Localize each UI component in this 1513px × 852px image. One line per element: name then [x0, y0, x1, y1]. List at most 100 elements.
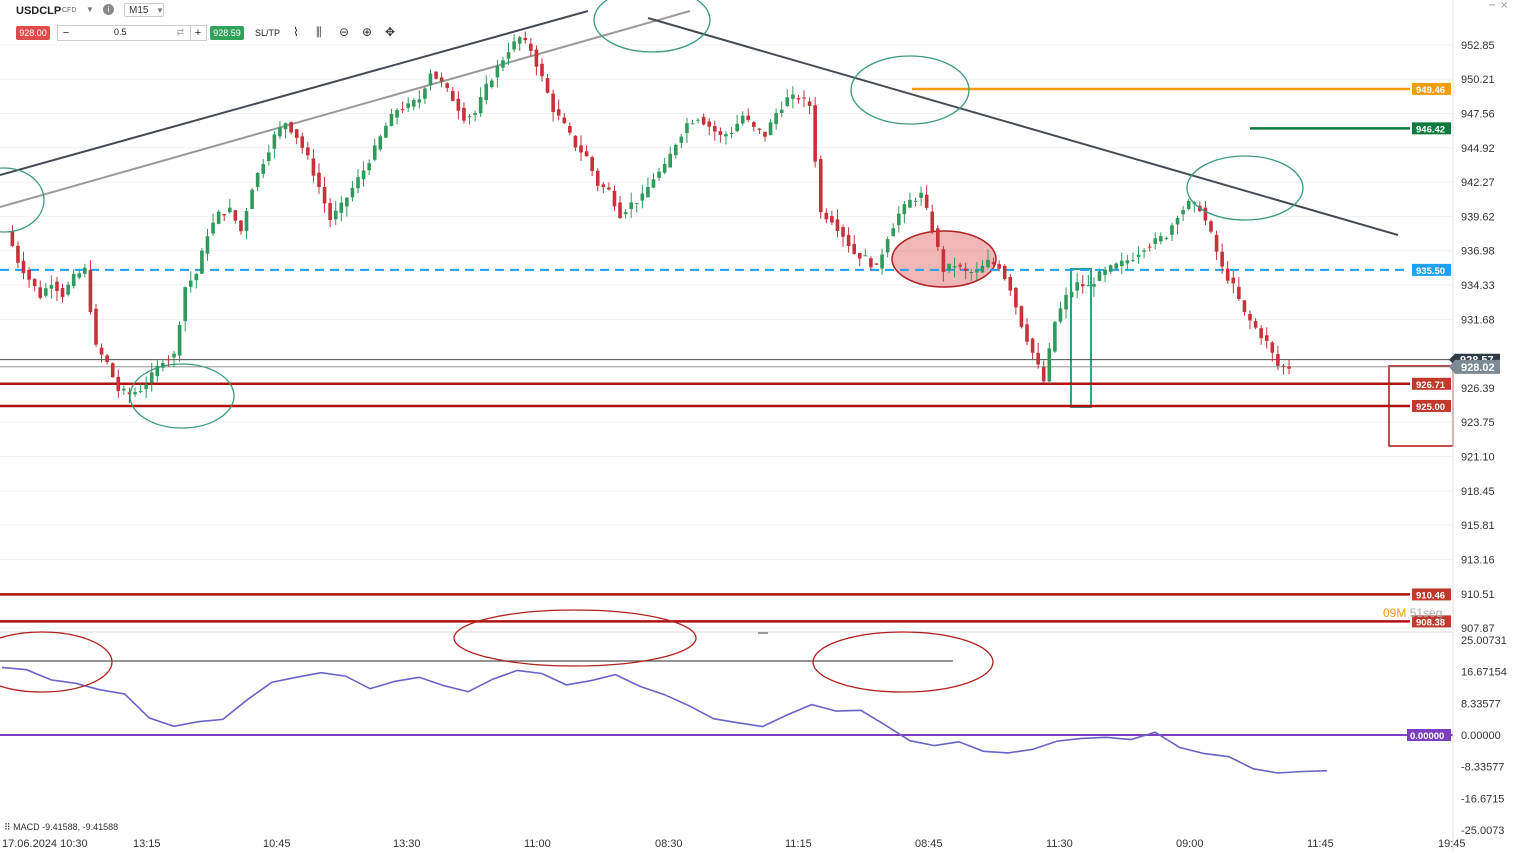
price-axis-label: 939.62	[1461, 211, 1495, 223]
quantity-stepper[interactable]: − 0.5 ⇄ +	[57, 25, 207, 41]
macd-ellipse-middle[interactable]	[453, 609, 697, 667]
candle-bear	[166, 359, 171, 361]
candle-bear	[1225, 268, 1230, 281]
candle-bear	[1030, 338, 1035, 353]
annotation-ellipses[interactable]	[0, 0, 1304, 429]
candle-bull	[735, 123, 739, 132]
horizontal-levels[interactable]	[0, 87, 1453, 623]
candle-bear	[300, 136, 305, 148]
candle-bear	[813, 105, 817, 162]
swap-icon[interactable]: ⇄	[176, 27, 184, 37]
time-axis[interactable]: 17.06.2024 10:30 13:15 10:45 13:30 11:00 08:3…	[2, 838, 1466, 850]
candle-bull	[227, 207, 232, 213]
drawings-layer[interactable]	[0, 10, 1454, 447]
macd-ellipse-left[interactable]	[0, 631, 113, 693]
price-axis[interactable]: 952.85 950.21 947.56 944.92 942.27 939.62 936.…	[1452, 0, 1495, 852]
candle-bear	[763, 131, 767, 137]
quantity-increase-button[interactable]: +	[190, 26, 205, 40]
macd-panel	[0, 609, 1453, 774]
last-price-tag	[1449, 359, 1500, 374]
candle-bear	[60, 288, 65, 297]
candle-bear	[1237, 286, 1241, 299]
symbol-dropdown-icon[interactable]: ▼	[86, 5, 94, 14]
info-icon[interactable]: i	[103, 4, 114, 15]
candle-bear	[958, 264, 962, 267]
candle-bear	[551, 93, 555, 112]
buy-price-button[interactable]: 928.59	[210, 26, 244, 40]
candles-icon[interactable]: ⫼	[316, 25, 322, 39]
sell-price-button[interactable]: 928.00	[16, 26, 50, 40]
macd-settings-icon[interactable]: ⠿	[4, 822, 11, 832]
candle-bear	[1002, 265, 1007, 280]
candle-bull	[740, 115, 745, 124]
candle-bull	[908, 199, 912, 208]
timeframe-select[interactable]: M15 ▼	[124, 3, 164, 17]
candle-bear	[1203, 207, 1208, 221]
candle-bull	[902, 204, 907, 215]
candle-bull	[361, 170, 366, 180]
candle-bull	[333, 210, 338, 220]
candle-bull	[975, 270, 979, 273]
upper-trendline-dark[interactable]	[0, 10, 589, 176]
candle-bear	[924, 194, 929, 208]
candle-bull	[1142, 250, 1146, 252]
sltp-button[interactable]: SL/TP	[255, 28, 281, 38]
macd-ellipse-right[interactable]	[812, 631, 994, 693]
candle-bear	[127, 392, 132, 395]
candle-bear	[757, 128, 762, 130]
candle-bear	[930, 211, 935, 231]
candle-bear	[1220, 251, 1224, 267]
ellipse-peak[interactable]	[593, 0, 711, 53]
close-button[interactable]: ×	[1500, 0, 1509, 11]
macd-axis[interactable]: 25.00731 16.67154 8.33577 0.00000 -8.33577 -1…	[1461, 635, 1507, 837]
upper-trendline-light[interactable]	[0, 10, 691, 208]
ellipse-low[interactable]	[129, 363, 235, 429]
candle-bull	[250, 189, 254, 209]
candle-bull	[216, 211, 221, 224]
candle-bear	[540, 63, 544, 77]
candle-bull	[144, 384, 148, 390]
candle-bull	[133, 392, 137, 395]
candle-bull	[350, 187, 355, 198]
descending-trendline[interactable]	[647, 17, 1399, 236]
quantity-value[interactable]: 0.5	[114, 27, 127, 37]
candle-bear	[601, 184, 606, 188]
candle-bear	[713, 126, 717, 132]
price-axis-label: 942.27	[1461, 177, 1495, 189]
crosshair-icon[interactable]: ✥	[385, 25, 396, 39]
candle-bear	[523, 37, 528, 41]
candle-bull	[194, 274, 199, 281]
candle-bear	[835, 219, 840, 231]
zoom-in-icon[interactable]: ⊕	[362, 25, 373, 39]
level-price-tag	[1412, 122, 1451, 135]
candle-bear	[306, 147, 310, 156]
ellipse-left-top[interactable]	[0, 167, 45, 233]
candle-bear	[456, 98, 461, 111]
macd-axis-label: -16.6715	[1461, 793, 1504, 805]
candle-bear	[110, 363, 115, 378]
candle-bull	[629, 202, 633, 209]
candle-bull	[177, 324, 182, 356]
candle-bull	[417, 99, 422, 103]
macd-axis-label: -8.33577	[1461, 762, 1504, 774]
minimize-button[interactable]: −	[1488, 0, 1497, 11]
candle-bear	[116, 376, 121, 392]
time-axis-label: 08:45	[915, 838, 943, 850]
candle-bear	[963, 268, 968, 271]
candle-bull	[428, 73, 433, 86]
price-axis-label: 921.10	[1461, 452, 1495, 464]
candle-bull	[1097, 271, 1102, 281]
quantity-decrease-button[interactable]: −	[62, 27, 70, 39]
symbol-name[interactable]: USDCLP	[16, 5, 62, 17]
ellipse-retest[interactable]	[850, 55, 970, 125]
zoom-out-icon[interactable]: ⊖	[339, 25, 350, 39]
candle-bull	[473, 113, 477, 115]
price-axis-label: 934.33	[1461, 280, 1495, 292]
price-axis-label: 947.56	[1461, 109, 1495, 121]
candle-bull	[673, 144, 678, 156]
price-tags: 928.57949.46946.42935.50928.02926.71925.…	[1407, 82, 1500, 742]
line-chart-icon[interactable]: ⌇	[293, 25, 299, 39]
ellipse-right-high[interactable]	[1186, 155, 1304, 221]
